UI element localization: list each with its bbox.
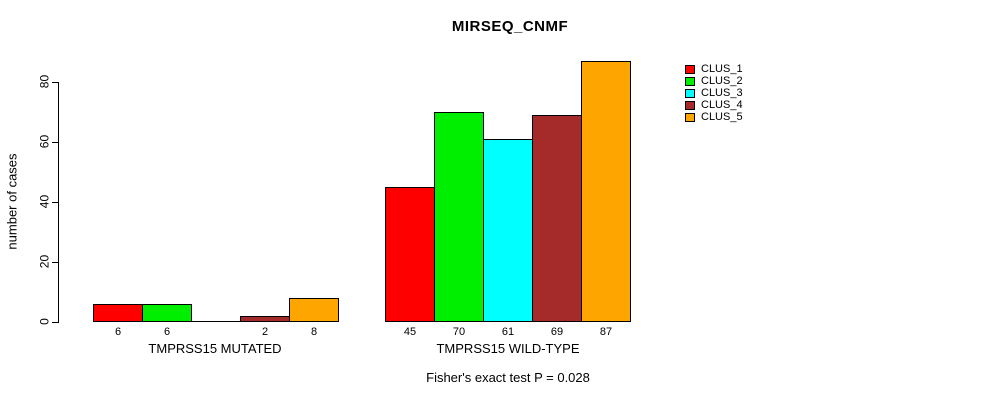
y-axis-label: number of cases (4, 153, 20, 250)
bar-clus_4-group0 (240, 316, 290, 322)
legend-swatch-icon (685, 112, 695, 122)
bar-value-label-clus_4-group0: 2 (261, 326, 269, 338)
legend-label: CLUS_3 (701, 87, 743, 99)
y-tick-mark-80 (52, 82, 59, 83)
bar-clus_3-group0-zero (191, 321, 241, 322)
chart-title: MIRSEQ_CNMF (451, 18, 569, 35)
bar-value-label-clus_1-group0: 6 (114, 326, 122, 338)
legend-item-clus_3: CLUS_3 (685, 87, 743, 99)
bar-value-label-clus_2-group1: 70 (452, 326, 466, 338)
legend-item-clus_1: CLUS_1 (685, 63, 743, 75)
bar-value-label-clus_2-group0: 6 (163, 326, 171, 338)
y-tick-label-20: 20 (37, 254, 52, 269)
bar-clus_2-group0 (142, 304, 192, 322)
legend-swatch-icon (685, 64, 695, 74)
legend-label: CLUS_1 (701, 63, 743, 75)
y-tick-mark-20 (52, 262, 59, 263)
group-label-wild-type: TMPRSS15 WILD-TYPE (436, 341, 580, 356)
legend-label: CLUS_2 (701, 75, 743, 87)
statistical-test-annotation: Fisher's exact test P = 0.028 (426, 370, 590, 385)
y-tick-label-60: 60 (37, 134, 52, 149)
bar-clus_5-group0 (289, 298, 339, 322)
legend-label: CLUS_4 (701, 99, 743, 111)
legend-item-clus_5: CLUS_5 (685, 111, 743, 123)
bar-value-label-clus_3-group1: 61 (501, 326, 515, 338)
bar-value-label-clus_4-group1: 69 (550, 326, 564, 338)
y-tick-label-80: 80 (37, 74, 52, 89)
y-tick-label-40: 40 (37, 194, 52, 209)
bar-value-label-clus_1-group1: 45 (403, 326, 417, 338)
bar-clus_1-group1 (385, 187, 435, 322)
legend-item-clus_2: CLUS_2 (685, 75, 743, 87)
bar-clus_4-group1 (532, 115, 582, 322)
legend-swatch-icon (685, 76, 695, 86)
y-tick-label-0: 0 (37, 318, 52, 325)
legend-swatch-icon (685, 88, 695, 98)
bar-clus_3-group1 (483, 139, 533, 322)
y-tick-mark-0 (52, 322, 59, 323)
legend-item-clus_4: CLUS_4 (685, 99, 743, 111)
bar-clus_2-group1 (434, 112, 484, 322)
y-tick-mark-40 (52, 202, 59, 203)
legend-swatch-icon (685, 100, 695, 110)
legend: CLUS_1 CLUS_2 CLUS_3 CLUS_4 CLUS_5 (685, 63, 743, 123)
bar-clus_1-group0 (93, 304, 143, 322)
group-label-mutated: TMPRSS15 MUTATED (148, 341, 282, 356)
legend-label: CLUS_5 (701, 111, 743, 123)
y-tick-mark-60 (52, 142, 59, 143)
bar-clus_5-group1 (581, 61, 631, 322)
bar-value-label-clus_5-group0: 8 (310, 326, 318, 338)
bar-value-label-clus_5-group1: 87 (599, 326, 613, 338)
